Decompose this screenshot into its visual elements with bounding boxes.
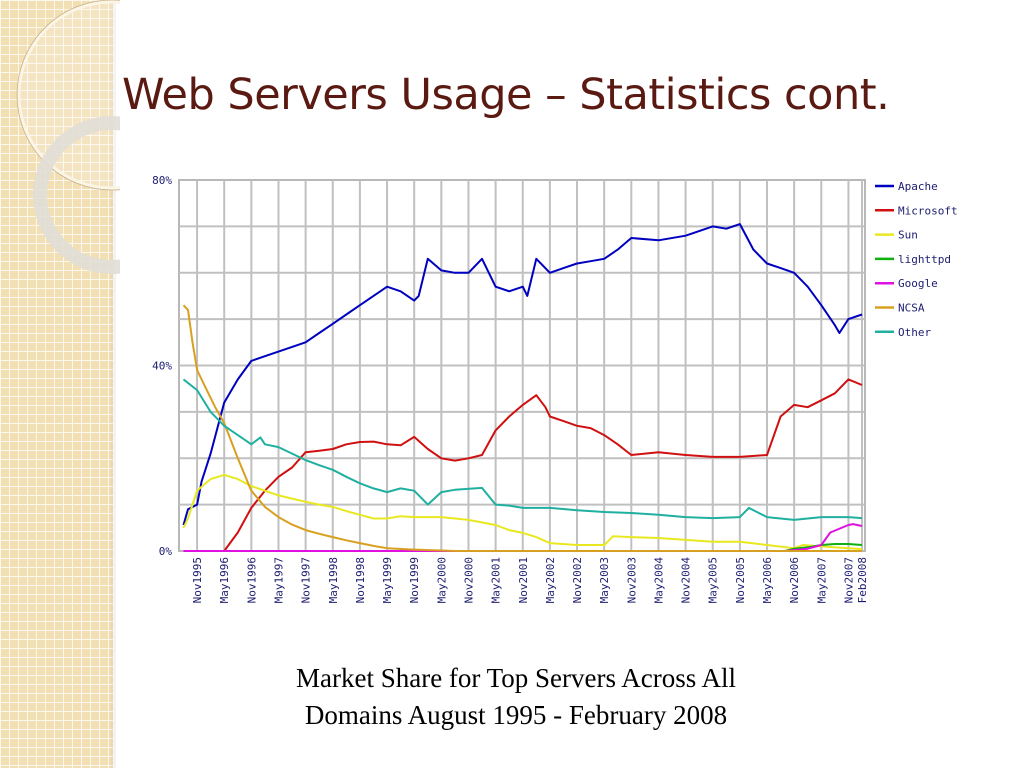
x-tick-label: May2005 [707,557,720,603]
slide-title: Web Servers Usage – Statistics cont. [122,70,890,120]
y-tick-label: 0% [159,545,173,558]
legend-label-ncsa: NCSA [898,302,925,315]
series-line-microsoft [183,378,863,552]
chart-legend: Apache Microsoft Sun lighttpd Google NCSA Othe… [875,180,958,339]
x-tick-label: May1998 [327,557,340,603]
x-tick-label: Nov1996 [245,557,258,603]
chart-grid [178,179,866,552]
x-tick-label: Nov1999 [408,557,421,603]
series-line-apache [182,223,863,526]
decorative-ring [33,116,120,274]
decorative-circles [16,0,120,274]
legend-label-lighttpd: lighttpd [898,253,951,266]
caption-line-2: Domains August 1995 - February 2008 [304,700,728,730]
decorative-circle-large [17,0,120,190]
x-tick-label: Nov2006 [788,557,801,603]
market-share-chart: 0%40%80% Nov1995 May1996 Nov1996 May1997 Nov… [152,174,958,604]
x-tick-label: May2006 [761,557,774,603]
x-tick-label: Nov2003 [625,557,638,603]
x-tick-label: May2000 [435,557,448,603]
decorative-circle-outline [16,0,120,191]
series-line-sun [182,473,863,551]
legend-label-other: Other [898,326,931,339]
x-tick-label: Nov2004 [680,557,693,604]
x-tick-label: May2001 [490,557,503,603]
x-tick-label: May2003 [598,557,611,603]
legend-label-google: Google [898,277,938,290]
x-tick-label: Nov2001 [517,557,530,603]
x-tick-label: May2004 [652,557,665,604]
x-tick-label: May1997 [272,557,285,603]
x-tick-label: Feb2008 [856,557,869,603]
series-lines [182,223,863,552]
x-tick-label: May1999 [381,557,394,603]
caption-line-1: Market Share for Top Servers Across All [295,663,737,693]
x-tick-label: May2007 [815,557,828,603]
series-line-other [182,378,863,521]
chart-caption: Market Share for Top Servers Across All … [216,660,816,734]
x-axis-ticks: Nov1995 May1996 Nov1996 May1997 Nov1997 May19… [191,557,869,604]
legend-label-sun: Sun [898,229,918,242]
x-tick-label: May1996 [218,557,231,603]
x-tick-label: Nov1998 [354,557,367,603]
x-tick-label: Nov2002 [571,557,584,603]
legend-label-microsoft: Microsoft [898,204,958,217]
x-tick-label: Nov2007 [842,557,855,603]
legend-label-apache: Apache [898,180,938,193]
y-axis-ticks: 0% 40% 80% [152,174,172,558]
x-tick-label: May2002 [544,557,557,603]
strip-shadow [108,0,116,768]
x-tick-label: Nov2000 [462,557,475,603]
series-line-ncsa [182,304,862,552]
y-tick-label: 80% [152,174,172,187]
y-tick-label: 40% [152,360,172,373]
x-tick-label: Nov1995 [191,557,204,603]
x-tick-label: Nov2005 [734,557,747,603]
x-tick-label: Nov1997 [300,557,313,603]
